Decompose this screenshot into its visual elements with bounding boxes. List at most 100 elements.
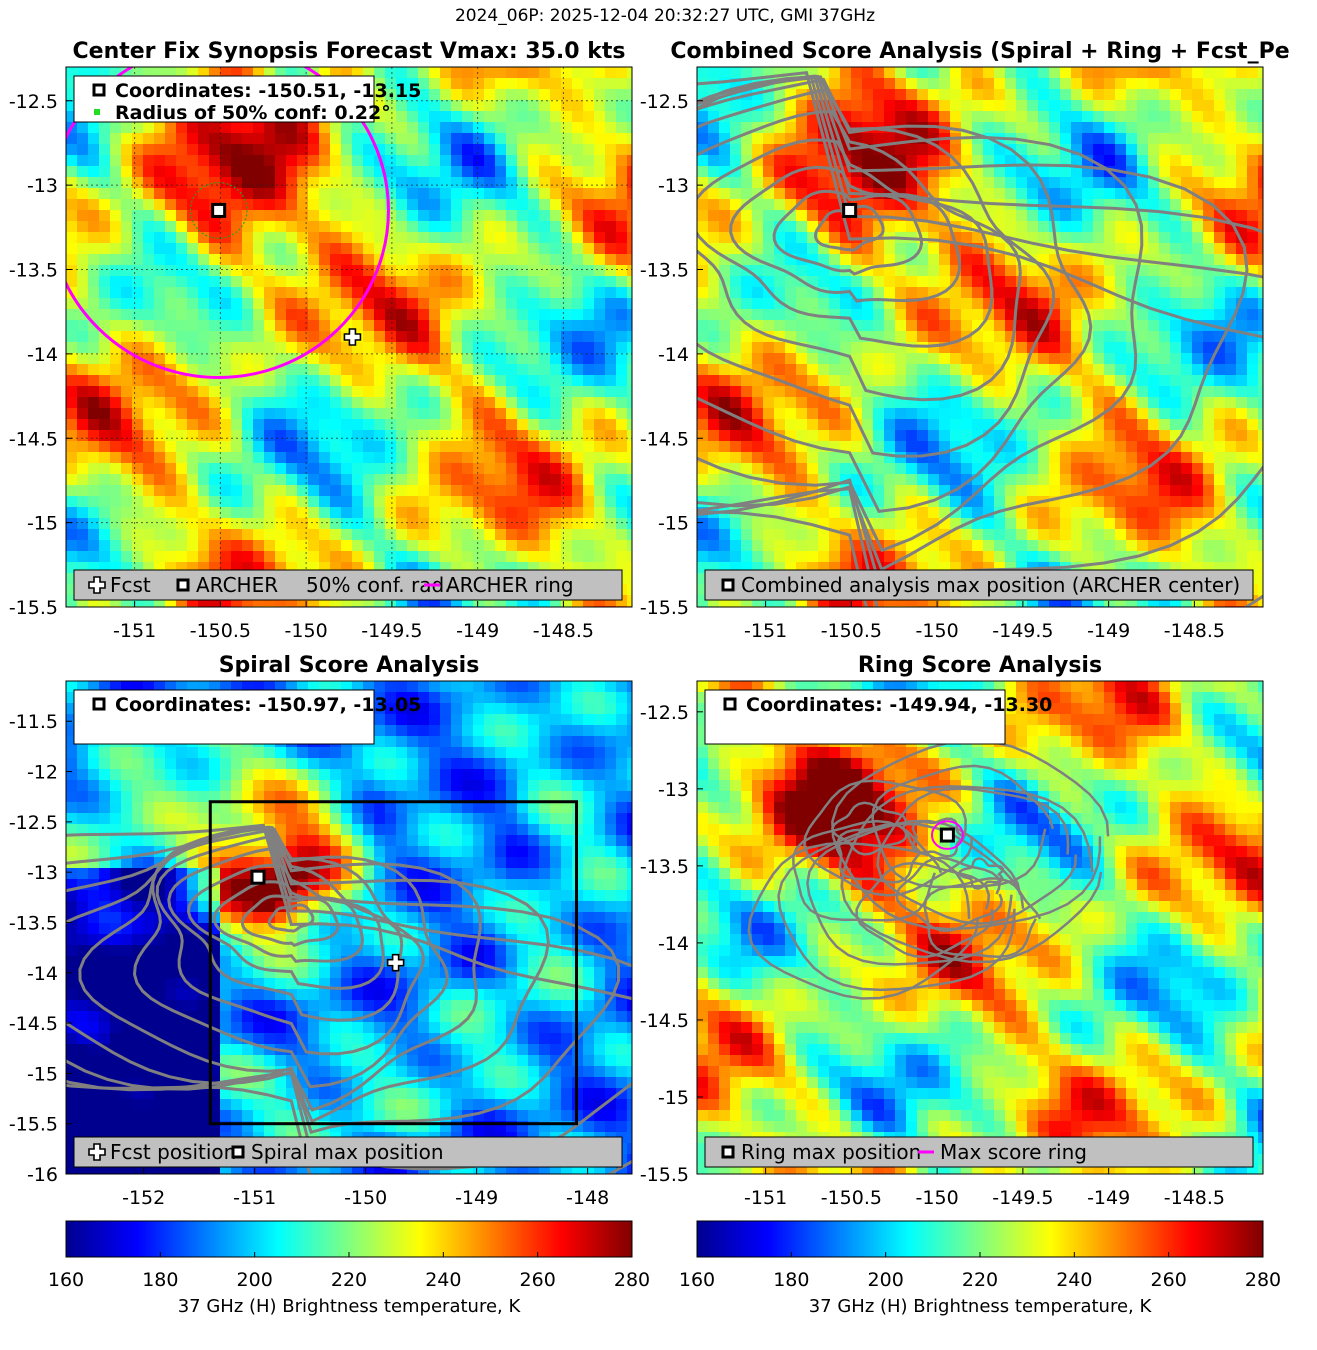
- heatmap-cell: [1170, 430, 1182, 442]
- heatmap-cell: [154, 320, 166, 332]
- heatmap-cell: [242, 199, 254, 211]
- heatmap-cell: [286, 331, 298, 343]
- heatmap-cell: [994, 265, 1006, 277]
- heatmap-cell: [708, 342, 720, 354]
- heatmap-cell: [1104, 221, 1116, 233]
- heatmap-cell: [862, 364, 874, 376]
- heatmap-cell: [286, 166, 298, 178]
- heatmap-cell: [264, 309, 276, 321]
- heatmap-cell: [308, 386, 320, 398]
- heatmap-cell: [752, 166, 764, 178]
- heatmap-cell: [66, 111, 78, 123]
- heatmap-cell: [895, 210, 907, 222]
- heatmap-cell: [594, 496, 606, 508]
- heatmap-cell: [741, 419, 753, 431]
- heatmap-cell: [1126, 265, 1138, 277]
- heatmap-cell: [1005, 166, 1017, 178]
- heatmap-cell: [1214, 199, 1226, 211]
- heatmap-cell: [473, 474, 485, 486]
- heatmap-cell: [462, 529, 474, 541]
- heatmap-cell: [352, 463, 364, 475]
- heatmap-cell: [1181, 353, 1193, 365]
- heatmap-cell: [807, 529, 819, 541]
- heatmap-cell: [785, 232, 797, 244]
- heatmap-cell: [627, 386, 633, 398]
- heatmap-cell: [1192, 320, 1204, 332]
- heatmap-cell: [462, 243, 474, 255]
- heatmap-cell: [374, 67, 386, 79]
- heatmap-cell: [1115, 408, 1127, 420]
- heatmap-cell: [308, 298, 320, 310]
- heatmap-cell: [1060, 166, 1072, 178]
- heatmap-cell: [165, 166, 177, 178]
- heatmap-cell: [66, 188, 78, 200]
- heatmap-cell: [752, 111, 764, 123]
- heatmap-cell: [752, 364, 764, 376]
- heatmap-cell: [928, 551, 940, 563]
- heatmap-cell: [561, 287, 573, 299]
- heatmap-cell: [807, 507, 819, 519]
- heatmap-cell: [407, 243, 419, 255]
- heatmap-cell: [1159, 188, 1171, 200]
- heatmap-cell: [286, 342, 298, 354]
- heatmap-cell: [1181, 342, 1193, 354]
- heatmap-cell: [1071, 529, 1083, 541]
- heatmap-cell: [862, 199, 874, 211]
- heatmap-cell: [66, 309, 78, 321]
- heatmap-cell: [110, 419, 122, 431]
- heatmap-cell: [594, 166, 606, 178]
- heatmap-cell: [1115, 144, 1127, 156]
- heatmap-cell: [341, 386, 353, 398]
- heatmap-cell: [242, 419, 254, 431]
- heatmap-cell: [407, 353, 419, 365]
- heatmap-cell: [99, 463, 111, 475]
- heatmap-cell: [741, 67, 753, 79]
- heatmap-cell: [906, 331, 918, 343]
- heatmap-cell: [1181, 507, 1193, 519]
- heatmap-cell: [110, 375, 122, 387]
- heatmap-cell: [829, 199, 841, 211]
- heatmap-cell: [1071, 78, 1083, 90]
- heatmap-cell: [132, 276, 144, 288]
- heatmap-cell: [121, 265, 133, 277]
- heatmap-cell: [1159, 397, 1171, 409]
- heatmap-cell: [1104, 89, 1116, 101]
- heatmap-cell: [1225, 276, 1237, 288]
- heatmap-cell: [1082, 210, 1094, 222]
- heatmap-cell: [983, 364, 995, 376]
- heatmap-cell: [374, 452, 386, 464]
- heatmap-cell: [796, 485, 808, 497]
- heatmap-cell: [594, 100, 606, 112]
- heatmap-cell: [708, 199, 720, 211]
- heatmap-cell: [862, 408, 874, 420]
- heatmap-cell: [840, 276, 852, 288]
- heatmap-cell: [873, 496, 885, 508]
- heatmap-cell: [308, 474, 320, 486]
- heatmap-cell: [616, 155, 628, 167]
- heatmap-cell: [363, 210, 375, 222]
- heatmap-cell: [605, 463, 617, 475]
- heatmap-cell: [906, 364, 918, 376]
- heatmap-cell: [1247, 408, 1259, 420]
- heatmap-cell: [1049, 67, 1061, 79]
- heatmap-cell: [1236, 309, 1248, 321]
- heatmap-cell: [1126, 452, 1138, 464]
- heatmap-cell: [616, 265, 628, 277]
- heatmap-cell: [407, 595, 419, 607]
- heatmap-cell: [363, 298, 375, 310]
- heatmap-cell: [198, 122, 210, 134]
- heatmap-cell: [561, 551, 573, 563]
- heatmap-cell: [198, 331, 210, 343]
- heatmap-cell: [528, 463, 540, 475]
- heatmap-cell: [462, 375, 474, 387]
- heatmap-cell: [451, 408, 463, 420]
- heatmap-cell: [99, 485, 111, 497]
- heatmap-cell: [1148, 397, 1160, 409]
- heatmap-cell: [1159, 89, 1171, 101]
- heatmap-cell: [928, 353, 940, 365]
- heatmap-cell: [774, 386, 786, 398]
- heatmap-cell: [1005, 276, 1017, 288]
- heatmap-cell: [363, 529, 375, 541]
- heatmap-cell: [561, 100, 573, 112]
- heatmap-cell: [818, 144, 830, 156]
